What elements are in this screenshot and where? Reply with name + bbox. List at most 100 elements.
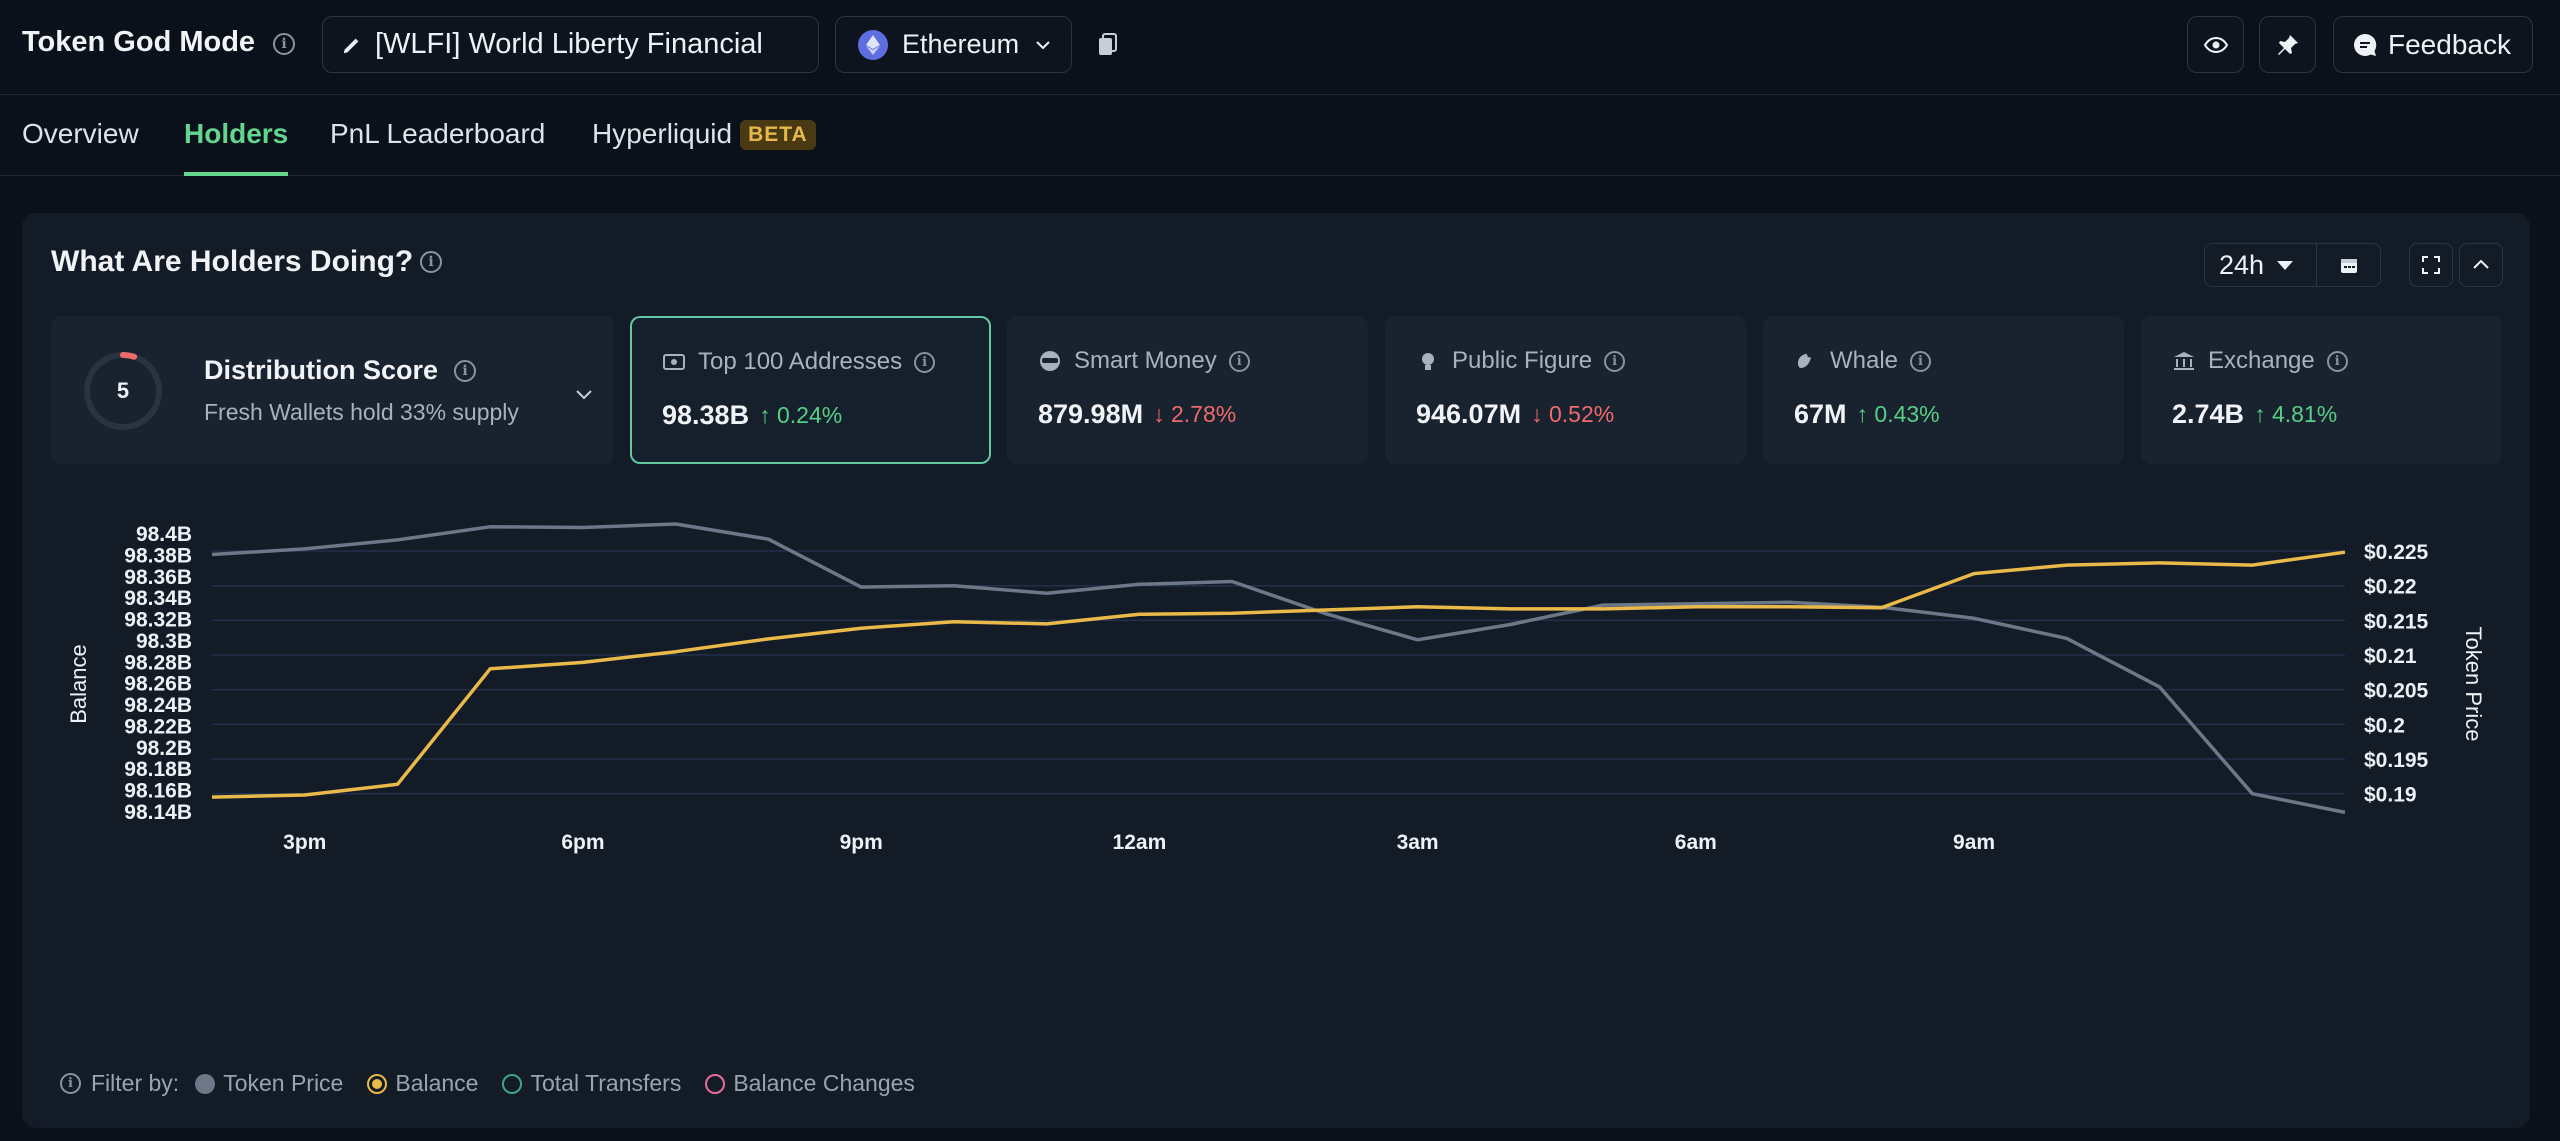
- y-left-tick-label: 98.18B: [124, 758, 192, 781]
- legend-dot: [195, 1073, 216, 1094]
- cash-icon: [663, 354, 685, 370]
- tab-bar: Overview Holders PnL Leaderboard Hyperli…: [0, 96, 2560, 176]
- card-value: 2.74B ↑ 4.81%: [2172, 399, 2337, 430]
- filter-balance-changes[interactable]: Balance Changes: [705, 1070, 915, 1097]
- change-value: 2.78%: [1170, 401, 1237, 427]
- y-axis-title-right: Token Price: [2461, 627, 2486, 742]
- chain-selector[interactable]: Ethereum: [835, 16, 1072, 73]
- legend-label: Total Transfers: [530, 1070, 682, 1096]
- holders-panel: What Are Holders Doing? i 24h 5 Distribu…: [22, 213, 2530, 1128]
- info-icon[interactable]: i: [273, 33, 295, 55]
- chain-name: Ethereum: [902, 29, 1020, 59]
- card-value: 67M ↑ 0.43%: [1794, 399, 1940, 430]
- token-name: [WLFI] World Liberty Financial: [375, 28, 763, 60]
- info-icon[interactable]: i: [60, 1073, 81, 1094]
- token-selector[interactable]: [WLFI] World Liberty Financial: [322, 16, 819, 73]
- y-left-tick-label: 98.2B: [136, 737, 192, 760]
- info-icon[interactable]: i: [2326, 350, 2348, 372]
- info-icon[interactable]: i: [1910, 350, 1932, 372]
- change-value: 0.43%: [1874, 401, 1940, 427]
- info-icon[interactable]: i: [454, 359, 477, 382]
- y-left-tick-label: 98.36B: [124, 566, 192, 589]
- score-gauge: [84, 352, 162, 430]
- legend-label: Token Price: [223, 1070, 344, 1096]
- card-label: Whale i: [1794, 347, 1932, 375]
- copy-icon[interactable]: [1098, 33, 1118, 57]
- eye-icon: [2203, 36, 2228, 53]
- card-label-text: Whale: [1830, 347, 1899, 374]
- tab-pnl-leaderboard[interactable]: PnL Leaderboard: [330, 118, 546, 149]
- bank-icon: [2174, 352, 2194, 370]
- pin-button[interactable]: [2259, 16, 2316, 73]
- filter-balance[interactable]: Balance: [367, 1070, 478, 1097]
- distribution-score-card[interactable]: 5 Distribution Score i Fresh Wallets hol…: [51, 316, 614, 464]
- card-exchange[interactable]: Exchange i 2.74B ↑ 4.81%: [2141, 316, 2502, 464]
- time-range-select[interactable]: 24h: [2205, 244, 2317, 286]
- info-icon[interactable]: i: [1228, 350, 1250, 372]
- change-up: ↑ 4.81%: [2254, 401, 2338, 427]
- card-label: Public Figure i: [1416, 347, 1626, 375]
- x-tick-label: 9pm: [840, 831, 883, 854]
- tab-holders[interactable]: Holders: [184, 118, 288, 176]
- card-label-text: Public Figure: [1452, 347, 1593, 374]
- y-left-tick-label: 98.34B: [124, 587, 192, 610]
- y-left-tick-label: 98.24B: [124, 694, 192, 717]
- distribution-title-text: Distribution Score: [204, 355, 439, 385]
- legend-dot: [502, 1073, 523, 1094]
- series-line-balance: [211, 550, 2346, 799]
- card-value: 946.07M ↓ 0.52%: [1416, 399, 1614, 430]
- calendar-button[interactable]: [2317, 244, 2380, 286]
- filter-bar: i Filter by: Token Price Balance Total T…: [60, 1070, 915, 1097]
- card-value-text: 98.38B: [662, 400, 750, 430]
- fullscreen-button[interactable]: [2409, 243, 2453, 287]
- y-right-tick-label: $0.215: [2364, 610, 2429, 633]
- holders-chart[interactable]: $0.225 $0.22 $0.215 $0.21 $0.205 $0.2 $0.195 $0…: [22, 503, 2530, 1063]
- y-right-tick-label: $0.205: [2364, 680, 2429, 703]
- change-value: 0.24%: [776, 402, 843, 428]
- y-right-tick-label: $0.22: [2364, 576, 2417, 599]
- change-value: 4.81%: [2271, 401, 2338, 427]
- y-right-tick-label: $0.225: [2364, 541, 2429, 564]
- card-public-figure[interactable]: Public Figure i 946.07M ↓ 0.52%: [1385, 316, 1746, 464]
- x-tick-label: 6am: [1675, 831, 1717, 854]
- calendar-icon: [2340, 259, 2357, 273]
- legend-dot: [705, 1073, 726, 1094]
- card-smart-money[interactable]: Smart Money i 879.98M ↓ 2.78%: [1007, 316, 1368, 464]
- expand-icon: [2422, 256, 2440, 274]
- filter-total-transfers[interactable]: Total Transfers: [502, 1070, 681, 1097]
- chevron-down-icon[interactable]: [575, 385, 593, 403]
- change-up: ↑ 0.43%: [1856, 401, 1940, 427]
- info-icon[interactable]: i: [914, 351, 936, 373]
- distribution-title: Distribution Score i: [204, 355, 477, 386]
- chevron-down-icon: [1036, 40, 1050, 49]
- filter-token-price[interactable]: Token Price: [195, 1070, 343, 1097]
- y-right-tick-label: $0.19: [2364, 784, 2417, 807]
- card-top-100-addresses[interactable]: Top 100 Addresses i 98.38B ↑ 0.24%: [630, 316, 991, 464]
- app-title: Token God Mode: [22, 26, 256, 58]
- feedback-button[interactable]: Feedback: [2333, 16, 2533, 73]
- y-right-tick-label: $0.21: [2364, 645, 2417, 668]
- collapse-button[interactable]: [2459, 243, 2503, 287]
- x-tick-label: 3pm: [283, 831, 326, 854]
- tab-overview[interactable]: Overview: [22, 118, 139, 149]
- legend-dot: [367, 1073, 388, 1094]
- series-line-token-price: [211, 522, 2346, 815]
- panel-title: What Are Holders Doing?: [51, 245, 414, 278]
- card-whale[interactable]: Whale i 67M ↑ 0.43%: [1763, 316, 2124, 464]
- tab-hyperliquid[interactable]: Hyperliquid BETA: [592, 118, 816, 176]
- watch-button[interactable]: [2187, 16, 2244, 73]
- y-left-tick-label: 98.22B: [124, 715, 192, 738]
- bulb-icon: [1422, 353, 1434, 370]
- distribution-score-value: 5: [116, 378, 130, 403]
- feedback-label: Feedback: [2388, 28, 2511, 60]
- card-label-text: Smart Money: [1074, 347, 1217, 374]
- card-value-text: 67M: [1794, 399, 1847, 429]
- y-left-tick-label: 98.28B: [124, 651, 192, 674]
- card-label: Exchange i: [2172, 347, 2348, 375]
- info-icon[interactable]: i: [420, 251, 442, 273]
- info-icon[interactable]: i: [1604, 350, 1626, 372]
- y-right-tick-label: $0.2: [2364, 714, 2405, 737]
- pin-icon: [2277, 34, 2298, 55]
- top-bar: Token God Mode i [WLFI] World Liberty Fi…: [0, 0, 2560, 95]
- change-up: ↑ 0.24%: [759, 402, 843, 428]
